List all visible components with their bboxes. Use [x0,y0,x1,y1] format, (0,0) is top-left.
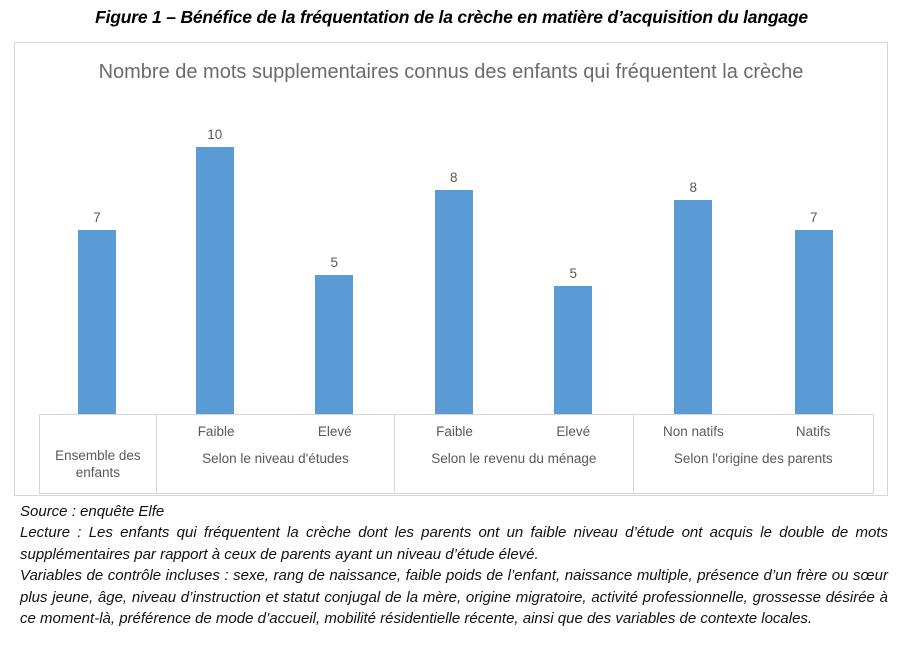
figure-title: Figure 1 – Bénéfice de la fréquentation … [95,7,808,27]
axis-group-cell: Faible Elevé Selon le revenu du ménage [394,415,632,493]
bar [434,190,473,414]
axis-group-cell: Non natifs Natifs Selon l'origine des pare… [632,415,873,493]
plot-area: 7 10 5 8 5 8 7 [39,43,874,414]
bar [195,147,234,414]
bar-slot: 8 [394,43,514,414]
axis-box: Ensemble des enfants Faible Elevé Selon le … [39,414,874,494]
bar-slot: 5 [514,43,634,414]
plot-group: 10 5 [155,43,394,414]
bar [794,230,833,414]
bar-slot: 7 [39,43,155,414]
bar-value-label: 5 [330,255,338,270]
axis-sublabel-row: Non natifs Natifs [634,424,873,439]
plot-group: 7 [39,43,155,414]
chart-title: Nombre de mots supplementaires connus de… [98,61,804,83]
bar-value-label: 7 [93,210,101,225]
bar [315,275,354,414]
axis-sublabel-row: Faible Elevé [395,424,632,439]
bar-value-label: 10 [207,127,223,142]
bar-slot: 10 [155,43,275,414]
bar-value-label: 7 [809,210,818,225]
bar-value-label: 8 [689,180,697,195]
axis-sublabel-row: Faible Elevé [157,424,394,439]
axis-sublabel: Non natifs [663,424,724,439]
axis-sublabel: Elevé [556,424,591,439]
axis-sublabel: Natifs [795,424,831,439]
axis-group-label: Selon le niveau d'études [202,451,349,466]
bar-slot: 7 [754,43,875,414]
chart-container: Nombre de mots supplementaires connus de… [14,42,888,496]
axis-sublabel: Faible [197,424,235,439]
bar [78,230,116,414]
figure-notes: Source : enquête Elfe Lecture : Les enfa… [20,501,888,629]
axis-sublabel: Elevé [317,424,352,439]
axis-sublabel: Faible [436,424,473,439]
bar-slot: 8 [633,43,754,414]
axis-group-label: Ensemble des enfants [55,448,141,480]
bar-slot: 5 [275,43,395,414]
bar [554,286,593,414]
bar [674,200,713,414]
source-note: Source : enquête Elfe [20,503,165,520]
axis-group-cell: Ensemble des enfants [40,415,156,493]
axis-group-label: Selon l'origine des parents [673,451,833,466]
axis-group-cell: Faible Elevé Selon le niveau d'études [155,415,394,493]
bar-value-label: 8 [449,170,458,185]
bar-value-label: 5 [569,266,577,281]
axis-group-label: Selon le revenu du ménage [431,451,597,466]
variables-note: Variables de contrôle incluses : sexe, r… [20,567,888,628]
lecture-note: Lecture : Les enfants qui fréquentent la… [20,524,888,563]
